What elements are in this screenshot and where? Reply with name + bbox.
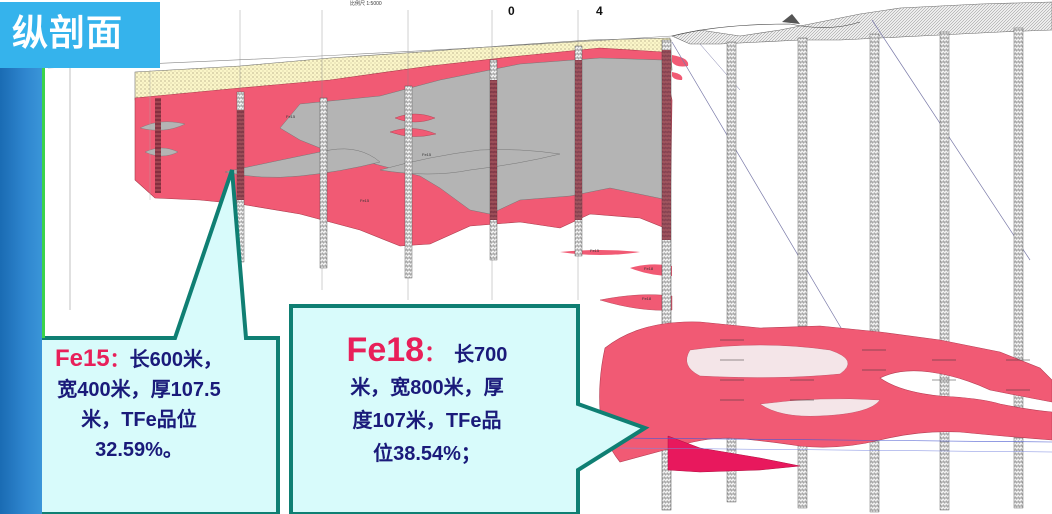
- callout-fe18-line1: 长700: [454, 344, 508, 366]
- waste-rock-lens: [224, 148, 381, 178]
- waste-rock-lens-2: [379, 149, 561, 175]
- scale-start: 0: [508, 4, 515, 18]
- callout-fe18-line3: 度107米，TFe品: [352, 410, 502, 432]
- drill-hole: [939, 31, 950, 511]
- ore-label: Fe15: [286, 114, 296, 119]
- ore-label: Fe15: [360, 198, 370, 203]
- drill-hole: [404, 85, 413, 279]
- callout-fe18-box: [289, 304, 650, 514]
- drill-hole: [797, 37, 808, 509]
- ore-label: Fe15: [422, 152, 432, 157]
- callout-fe15-line2: 宽400米，厚107.5: [57, 379, 221, 401]
- callout-fe15-box: [0, 169, 280, 514]
- drill-hole: [319, 97, 328, 269]
- ore-label: Fe18: [644, 266, 654, 271]
- callout-fe18-line4: 位38.54%；: [373, 443, 481, 465]
- callout-fe18-line2: 米，宽800米，厚: [350, 377, 504, 399]
- callout-fe15-colon: ：: [109, 349, 130, 371]
- ore-lens: [560, 250, 640, 255]
- callout-fe18-colon: ：: [424, 341, 447, 366]
- callout-fe15-name: Fe15: [54, 345, 110, 372]
- callout-fe15-line1: 长600米，: [129, 349, 224, 371]
- ore-body-fe18: [599, 321, 1052, 463]
- page-title: 纵剖面: [0, 2, 160, 68]
- topography-layer: [671, 1, 1052, 45]
- callout-fe18-name: Fe18: [346, 331, 425, 369]
- left-accent-line: [42, 68, 45, 338]
- right-section: [599, 1, 1052, 513]
- left-section: [47, 10, 689, 511]
- drill-hole: [869, 33, 880, 513]
- left-accent-bar: [0, 68, 42, 514]
- drill-hole: [661, 39, 672, 511]
- callout-fe15-line4: 32.59%。: [95, 439, 183, 461]
- scale-end: 4: [596, 4, 603, 18]
- scale-caption: 比例尺 1:5000: [350, 1, 382, 7]
- ore-label: Fe15: [590, 248, 600, 253]
- callout-fe18-text: Fe18： 长700 米，宽800米，厚 度107米，TFe品 位38.54%；: [296, 331, 558, 471]
- callout-fe15-text: Fe15：长600米， 宽400米，厚107.5 米，TFe品位 32.59%。: [4, 344, 274, 465]
- callout-fe15-line3: 米，TFe品位: [81, 409, 197, 431]
- drill-hole: [1013, 27, 1024, 509]
- ore-body-high-grade: [667, 435, 801, 473]
- drill-hole: [726, 41, 737, 503]
- ore-label: Fe18: [642, 296, 652, 301]
